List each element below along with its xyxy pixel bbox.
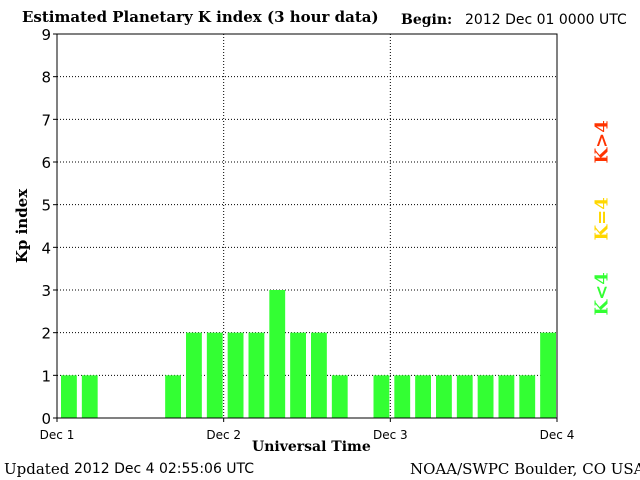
x-tick-label: Dec 4 xyxy=(540,428,575,442)
kp-bar xyxy=(477,375,494,418)
y-tick-label: 2 xyxy=(41,325,51,343)
chart-title: Estimated Planetary K index (3 hour data… xyxy=(22,8,379,26)
kp-bar xyxy=(519,375,536,418)
x-tick-label: Dec 3 xyxy=(373,428,408,442)
kp-bar xyxy=(269,290,286,418)
y-tick-label: 8 xyxy=(41,69,51,87)
y-axis-label: Kp index xyxy=(13,188,31,263)
begin-value: 2012 Dec 01 0000 UTC xyxy=(465,12,627,28)
begin-label: Begin: xyxy=(401,12,453,28)
kp-bar xyxy=(394,375,411,418)
kp-bar xyxy=(186,332,202,418)
kp-bar xyxy=(415,375,431,418)
y-tick-label: 3 xyxy=(41,282,51,300)
kp-bar xyxy=(498,375,515,418)
x-axis-label: Universal Time xyxy=(252,439,371,455)
y-tick-label: 7 xyxy=(41,111,51,129)
kp-bar xyxy=(331,375,348,418)
kp-bar xyxy=(540,332,556,418)
y-tick-label: 6 xyxy=(41,154,51,172)
y-tick-label: 4 xyxy=(41,239,51,257)
y-tick-label: 0 xyxy=(41,410,51,428)
legend-k-equal-4: K=4 xyxy=(591,197,613,241)
kp-bar xyxy=(456,375,473,418)
kp-bar xyxy=(290,332,306,418)
kp-bar xyxy=(227,332,244,418)
plot-frame xyxy=(56,33,558,419)
kp-bar xyxy=(81,375,98,418)
updated-value: 2012 Dec 4 02:55:06 UTC xyxy=(74,461,255,477)
x-tick-label: Dec 2 xyxy=(206,428,241,442)
kp-bar xyxy=(311,332,327,418)
kp-bar xyxy=(165,375,181,418)
updated-label: Updated xyxy=(4,460,70,478)
legend-k-greater-4: K>4 xyxy=(591,120,613,164)
credit-text: NOAA/SWPC Boulder, CO USA xyxy=(410,460,640,478)
legend-k-less-4: K<4 xyxy=(591,272,613,316)
kp-bar xyxy=(206,332,223,418)
kp-bar xyxy=(248,332,265,418)
y-tick-label: 9 xyxy=(41,26,51,44)
kp-bar xyxy=(436,375,452,418)
y-tick-label: 1 xyxy=(41,367,51,385)
x-tick-label: Dec 1 xyxy=(40,428,75,442)
y-tick-label: 5 xyxy=(41,197,51,215)
kp-bar xyxy=(373,375,390,418)
kp-bar xyxy=(61,375,77,418)
